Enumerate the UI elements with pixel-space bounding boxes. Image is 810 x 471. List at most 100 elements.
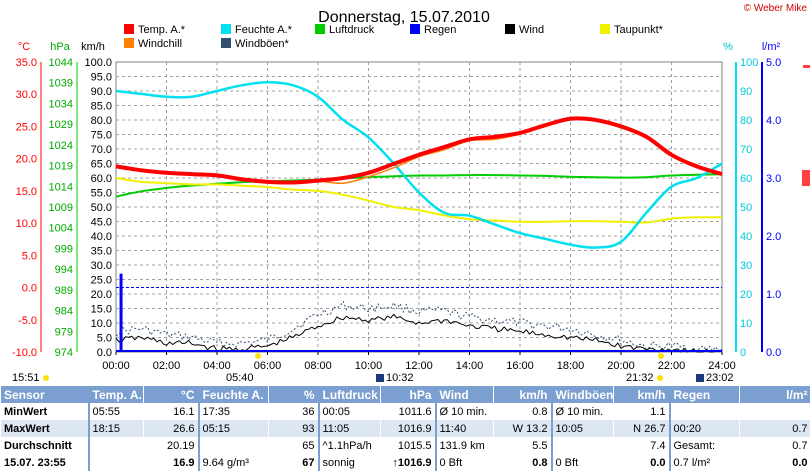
legend-swatch (221, 24, 231, 34)
legend-swatch (315, 24, 325, 34)
wind-tick-label: 35.0 (91, 246, 112, 258)
table-cell: 36 (268, 403, 319, 420)
table-cell: 10:05 (550, 420, 614, 437)
table-cell (739, 403, 810, 420)
table-cell: 05:55 (87, 403, 144, 420)
table-cell: ↑1016.9 (380, 454, 436, 471)
rain-unit-label: l/m² (762, 41, 781, 53)
wind-tick-label: 5.0 (97, 333, 112, 345)
temp-tick-label: 35.0 (16, 57, 37, 69)
table-cell: 93 (268, 420, 319, 437)
pressure-tick-label: 1034 (49, 98, 73, 110)
x-tick-label: 14:00 (456, 360, 484, 372)
table-cell: 16.1 (143, 403, 199, 420)
pressure-tick-label: 989 (55, 285, 73, 297)
pressure-tick-label: 1044 (49, 57, 73, 69)
pressure-tick-label: 974 (55, 347, 73, 359)
x-tick-label: 02:00 (153, 360, 181, 372)
wind-unit-label: km/h (81, 41, 105, 53)
table-header-cell: km/h (613, 386, 670, 403)
table-cell: 0.8 (493, 403, 552, 420)
table-cell (668, 403, 740, 420)
table-cell (197, 437, 269, 454)
table-cell: sonnig (317, 454, 381, 471)
annotation-sunset: 21:32 (626, 372, 654, 384)
table-cell: 1015.5 (380, 437, 436, 454)
wind-tick-label: 85.0 (91, 101, 112, 113)
wind-tick-label: 25.0 (91, 275, 112, 287)
table-cell: 17:35 (197, 403, 269, 420)
sunset-marker-icon (658, 353, 664, 359)
table-cell: 0 Bft (434, 454, 494, 471)
credit-text: © Weber Mike (744, 3, 808, 14)
x-tick-label: 22:00 (658, 360, 686, 372)
table-header-cell: Temp. A. (87, 386, 144, 403)
table-cell: Ø 10 min. (550, 403, 614, 420)
table-cell: Ø 10 min. (434, 403, 494, 420)
x-tick-label: 18:00 (557, 360, 585, 372)
table-cell: Gesamt: (668, 437, 740, 454)
table-header-cell: hPa (380, 386, 436, 403)
table-cell (87, 454, 144, 471)
table-cell: 7.4 (613, 437, 670, 454)
table-header-cell: Regen (668, 386, 740, 403)
table-cell: 1016.9 (380, 420, 436, 437)
legend-swatch (124, 38, 134, 48)
series-feuchte-a-line (115, 81, 723, 249)
grid (116, 62, 722, 352)
legend-swatch (221, 38, 231, 48)
table-cell (550, 437, 614, 454)
pressure-unit-label: hPa (50, 41, 70, 53)
table-cell: 00:05 (317, 403, 381, 420)
annotation-moon: 23:02 (706, 372, 734, 384)
table-cell: 00:20 (668, 420, 740, 437)
table-cell: 0 Bft (550, 454, 614, 471)
wind-tick-label: 50.0 (91, 202, 112, 214)
edge-red-fragment (802, 170, 810, 186)
table-cell: 0.0 (613, 454, 670, 471)
table-cell: W 13.2 (493, 420, 552, 437)
wind-tick-label: 10.0 (91, 318, 112, 330)
table-cell: 18:15 (87, 420, 144, 437)
pressure-tick-label: 994 (55, 264, 73, 276)
legend-swatch (505, 24, 515, 34)
humidity-tick-label: 100 (740, 57, 758, 69)
stats-panel: Sensor Temp. A. °C Feuchte A.% Luftdruck hPa W… (0, 386, 810, 471)
humidity-tick-label: 10 (740, 318, 752, 330)
pressure-tick-label: 979 (55, 326, 73, 338)
wind-tick-label: 65.0 (91, 159, 112, 171)
table-header-cell: Feuchte A. (197, 386, 269, 403)
table-cell: 0.8 (493, 454, 552, 471)
legend-label: Temp. A.* (138, 24, 186, 36)
series-taupunkt-line (115, 177, 723, 224)
humidity-tick-label: 50 (740, 202, 752, 214)
wind-tick-label: 75.0 (91, 130, 112, 142)
sunrise-icon (255, 353, 261, 359)
legend-label: Windchill (138, 38, 182, 50)
table-row: MinWert 05:55 16.1 17:35 36 00:05 1011.6 Ø 10 m… (0, 403, 810, 420)
series-lines (115, 81, 723, 353)
pressure-tick-label: 1019 (49, 161, 73, 173)
wind-tick-label: 30.0 (91, 260, 112, 272)
table-cell: 0.0 (739, 454, 810, 471)
x-tick-label: 00:00 (102, 360, 130, 372)
table-cell: 20.19 (143, 437, 199, 454)
sun-icon-left (43, 375, 49, 381)
pressure-tick-label: 1024 (49, 140, 73, 152)
legend-label: Taupunkt* (614, 24, 664, 36)
temp-tick-label: 25.0 (16, 121, 37, 133)
wind-tick-label: 45.0 (91, 217, 112, 229)
table-cell: 16.9 (143, 454, 199, 471)
table-cell: 26.6 (143, 420, 199, 437)
wind-tick-label: 90.0 (91, 86, 112, 98)
table-header-cell: l/m² (739, 386, 810, 403)
legend-swatch (600, 24, 610, 34)
wind-tick-label: 15.0 (91, 304, 112, 316)
row-label: 15.07. 23:55 (0, 454, 89, 471)
rain-tick-label: 5.0 (766, 57, 781, 69)
pressure-tick-label: 1004 (49, 223, 73, 235)
legend-swatch (410, 24, 420, 34)
x-tick-label: 06:00 (254, 360, 282, 372)
table-cell: 11:40 (434, 420, 494, 437)
wind-tick-label: 0.0 (97, 347, 112, 359)
